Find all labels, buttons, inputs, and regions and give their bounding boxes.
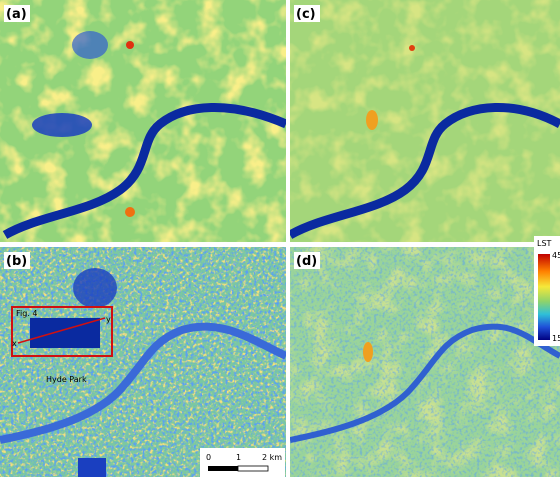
inset-title: Fig. 4 bbox=[16, 309, 38, 318]
place-label: Hyde Park bbox=[46, 375, 87, 384]
figure: Fig. 4 x y Hyde Park 0 1 2 km LST 45 15 … bbox=[0, 0, 560, 477]
colorbar-title: LST bbox=[537, 239, 552, 248]
panel-b-image bbox=[0, 247, 286, 477]
panel-label: (c) bbox=[296, 7, 316, 22]
scale-bar: 0 1 2 km bbox=[200, 448, 285, 477]
panel-label: (b) bbox=[6, 254, 27, 269]
colorbar-max: 45 bbox=[552, 251, 560, 260]
scale-label: 1 bbox=[236, 453, 241, 462]
panel-a-image bbox=[0, 0, 286, 242]
scale-label: 0 bbox=[206, 453, 211, 462]
transect-start: x bbox=[12, 339, 17, 348]
panel-d-image bbox=[290, 247, 560, 477]
transect-end: y bbox=[106, 315, 111, 324]
colorbar: LST 45 15 bbox=[534, 236, 560, 346]
colorbar-min: 15 bbox=[552, 334, 560, 343]
panel-label: (d) bbox=[296, 254, 317, 269]
panel-label: (a) bbox=[6, 7, 27, 22]
scale-label: 2 km bbox=[262, 453, 282, 462]
panel-c-image bbox=[290, 0, 560, 242]
